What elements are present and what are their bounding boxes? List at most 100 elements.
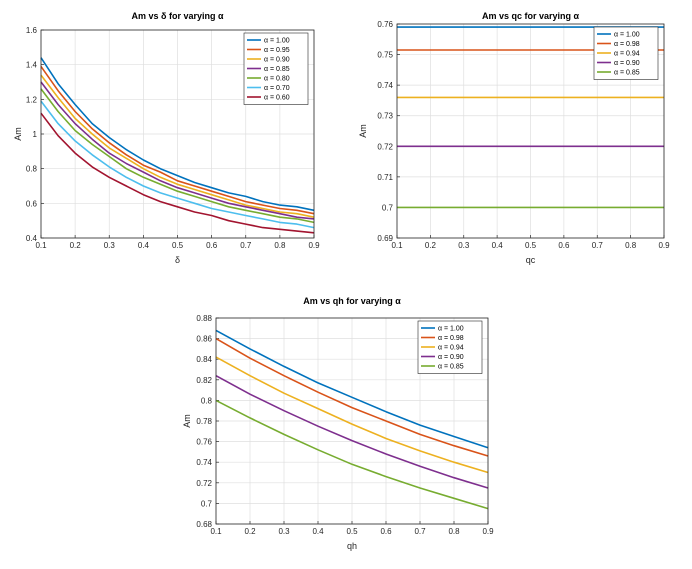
chart-am-vs-qc: 0.1 0.2 0.3 0.4 0.5 0.6 0.7 0.8 0.9 0.69 0.7 0.71 0.… — [346, 0, 692, 272]
x-tick-label: 0.7 — [414, 527, 426, 536]
legend-label-2: α = 0.90 — [264, 57, 290, 64]
x-tick-label: 0.5 — [346, 527, 358, 536]
x-axis-label: qh — [347, 541, 357, 551]
series-line-5 — [40, 100, 315, 229]
chart-svg-am-vs-qh: 0.1 0.2 0.3 0.4 0.5 0.6 0.7 0.8 0.9 0.68 0.7 0.72 0.… — [182, 296, 494, 551]
y-tick-label: 1.6 — [26, 26, 38, 35]
x-tick-label: 0.6 — [558, 241, 570, 250]
x-tick-label: 0.8 — [625, 241, 637, 250]
axes-box — [396, 23, 665, 239]
chart-am-vs-delta: 0.1 0.2 0.3 0.4 0.5 0.6 0.7 0.8 0.9 0.4 0.6 0.8 1 1.2… — [0, 0, 346, 272]
legend-label-0: α = 1.00 — [438, 326, 464, 333]
x-tick-label: 0.9 — [308, 241, 320, 250]
series-line-3 — [40, 81, 315, 220]
y-tick-label: 0.88 — [196, 314, 212, 323]
x-tick-label: 0.1 — [210, 527, 222, 536]
y-tick-label: 0.75 — [377, 51, 393, 60]
y-tick-label: 0.6 — [26, 199, 38, 208]
y-tick-label: 1 — [33, 130, 38, 139]
series-line-0 — [40, 57, 315, 212]
x-tick-label: 0.7 — [592, 241, 604, 250]
y-tick-label: 0.86 — [196, 335, 212, 344]
legend-label-6: α = 0.60 — [264, 95, 290, 102]
series-line-4 — [40, 88, 315, 224]
y-tick-label: 0.72 — [377, 142, 393, 151]
legend-label-4: α = 0.85 — [614, 70, 640, 77]
legend-label-3: α = 0.85 — [264, 66, 290, 73]
x-tick-label: 0.4 — [492, 241, 504, 250]
series-line-1 — [215, 337, 489, 457]
x-axis-label: qc — [526, 255, 536, 265]
y-axis-label: Am — [358, 124, 368, 138]
series-line-4 — [215, 399, 489, 510]
legend-label-2: α = 0.94 — [614, 51, 640, 58]
y-tick-label: 0.74 — [377, 81, 393, 90]
legend-label-1: α = 0.95 — [264, 47, 290, 54]
legend-label-1: α = 0.98 — [438, 335, 464, 342]
series-line-2 — [40, 74, 315, 218]
x-tick-label: 0.8 — [448, 527, 460, 536]
legend-label-3: α = 0.90 — [614, 60, 640, 67]
legend-label-3: α = 0.90 — [438, 354, 464, 361]
y-tick-label: 0.8 — [26, 165, 38, 174]
x-axis-label: δ — [175, 255, 180, 265]
legend-label-4: α = 0.85 — [438, 364, 464, 371]
series-line-6 — [40, 112, 315, 234]
x-tick-label: 0.1 — [391, 241, 403, 250]
x-tick-label: 0.4 — [138, 241, 150, 250]
y-tick-label: 0.78 — [196, 417, 212, 426]
legend-label-0: α = 1.00 — [614, 32, 640, 39]
x-tick-label: 0.9 — [658, 241, 670, 250]
x-tick-label: 0.9 — [482, 527, 494, 536]
x-tick-label: 0.3 — [278, 527, 290, 536]
y-tick-label: 0.84 — [196, 355, 212, 364]
x-tick-label: 0.2 — [425, 241, 437, 250]
y-tick-label: 0.4 — [26, 234, 38, 243]
x-tick-label: 0.2 — [244, 527, 256, 536]
x-tick-label: 0.5 — [525, 241, 537, 250]
y-axis-label: Am — [13, 127, 23, 141]
legend: α = 1.00 α = 0.98 α = 0.94 α = 0.90 α = 0.85 — [593, 26, 659, 80]
y-axis-label: Am — [182, 414, 192, 428]
legend-label-5: α = 0.70 — [264, 85, 290, 92]
y-tick-label: 0.8 — [201, 396, 213, 405]
chart-svg-am-vs-delta: 0.1 0.2 0.3 0.4 0.5 0.6 0.7 0.8 0.9 0.4 0.6 0.8 1 1.2… — [13, 11, 320, 265]
y-tick-label: 0.73 — [377, 112, 393, 121]
y-tick-label: 0.72 — [196, 479, 212, 488]
series-line-1 — [40, 65, 315, 215]
series-line-3 — [215, 374, 489, 489]
x-tick-label: 0.2 — [70, 241, 82, 250]
x-tick-label: 0.6 — [206, 241, 218, 250]
y-tick-label: 0.7 — [382, 203, 394, 212]
chart-title: Am vs qc for varying α — [482, 11, 580, 21]
legend-label-4: α = 0.80 — [264, 76, 290, 83]
chart-svg-am-vs-qc: 0.1 0.2 0.3 0.4 0.5 0.6 0.7 0.8 0.9 0.69 0.7 0.71 0.… — [358, 11, 670, 265]
y-tick-label: 0.7 — [201, 499, 213, 508]
y-tick-label: 0.74 — [196, 458, 212, 467]
y-tick-label: 0.76 — [196, 438, 212, 447]
legend-label-0: α = 1.00 — [264, 38, 290, 45]
chart-title: Am vs δ for varying α — [131, 11, 223, 21]
x-tick-label: 0.3 — [458, 241, 470, 250]
x-tick-label: 0.6 — [380, 527, 392, 536]
y-tick-label: 0.71 — [377, 173, 393, 182]
y-tick-label: 1.4 — [26, 61, 38, 70]
x-tick-label: 0.3 — [104, 241, 116, 250]
series-line-2 — [215, 356, 489, 474]
legend: α = 1.00 α = 0.98 α = 0.94 α = 0.90 α = 0.85 — [417, 320, 483, 374]
x-tick-label: 0.5 — [172, 241, 184, 250]
legend-label-2: α = 0.94 — [438, 345, 464, 352]
legend: α = 1.00 α = 0.95 α = 0.90 α = 0.85 α = 0.80… — [243, 32, 309, 105]
x-tick-label: 0.4 — [312, 527, 324, 536]
legend-label-1: α = 0.98 — [614, 41, 640, 48]
y-tick-label: 0.76 — [377, 20, 393, 29]
y-tick-label: 0.82 — [196, 376, 212, 385]
chart-am-vs-qh: 0.1 0.2 0.3 0.4 0.5 0.6 0.7 0.8 0.9 0.68 0.7 0.72 0.… — [170, 288, 510, 564]
y-tick-label: 0.69 — [377, 234, 393, 243]
series-line-0 — [215, 329, 489, 449]
x-tick-label: 0.8 — [274, 241, 286, 250]
chart-title: Am vs qh for varying α — [303, 296, 401, 306]
y-tick-label: 0.68 — [196, 520, 212, 529]
x-tick-label: 0.7 — [240, 241, 252, 250]
x-tick-label: 0.1 — [35, 241, 47, 250]
